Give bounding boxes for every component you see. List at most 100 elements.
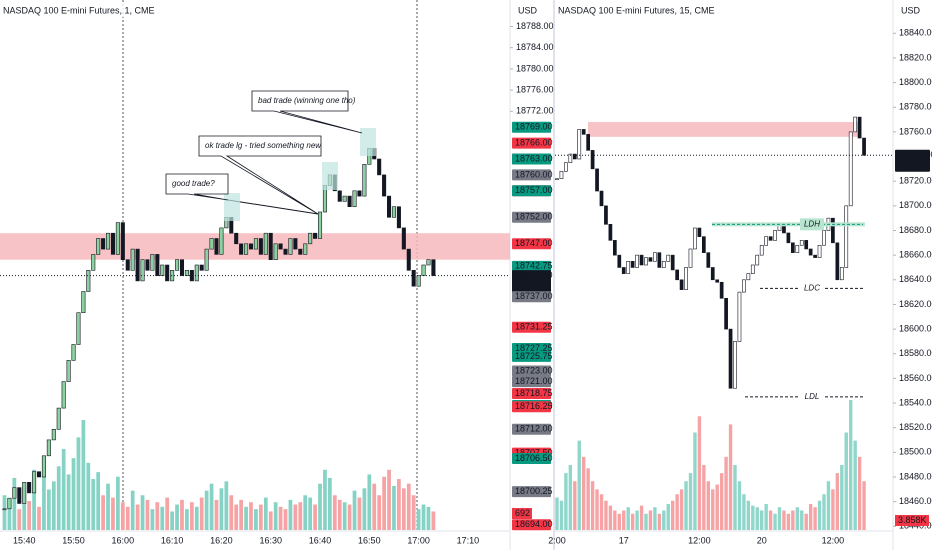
price-tag-label: 18760.00 [515, 169, 553, 179]
volume-bar [777, 507, 782, 530]
y-tick-label: 18780.00 [516, 63, 554, 73]
candle [608, 224, 613, 241]
candle [617, 254, 622, 268]
price-tag-label: 18718.75 [515, 388, 553, 398]
candle [387, 195, 392, 218]
candle [273, 243, 278, 261]
y-tick-label: 18640.00 [899, 274, 932, 284]
volume-bar [249, 502, 253, 530]
y-tick-label: 18800.00 [899, 77, 932, 87]
volume-bar [101, 495, 105, 530]
volume-bar [555, 497, 559, 530]
price-tag-label: 18737.00 [515, 291, 553, 301]
x-tick-label: 15:50 [62, 535, 85, 545]
price-tag-label: 18694.00 [515, 519, 553, 529]
volume-bar [421, 504, 426, 530]
price-tag [512, 452, 551, 464]
y-tick-label: 18720.00 [899, 176, 932, 186]
volume-bar [760, 510, 764, 530]
candle [746, 273, 751, 281]
candle [786, 232, 791, 244]
x-tick-label: 15:40 [13, 535, 36, 545]
price-tag [512, 350, 551, 362]
candle [106, 232, 111, 250]
volume-bar [268, 511, 273, 530]
price-tag [512, 211, 551, 223]
volume-bar [599, 494, 604, 530]
volume-bar [617, 513, 621, 530]
price-tag [512, 388, 551, 400]
y-tick-label: 18700.00 [899, 200, 932, 210]
candle [581, 129, 586, 135]
candle [653, 252, 657, 262]
candle [382, 174, 387, 197]
volume-bar [387, 469, 391, 530]
candle [572, 153, 577, 160]
volume-bar [37, 506, 41, 530]
volume-bar [214, 499, 219, 530]
candle [568, 153, 573, 163]
volume-bar [244, 506, 248, 530]
candle [86, 269, 91, 292]
candle [595, 168, 599, 192]
x-tick-label: 17:00 [407, 535, 430, 545]
arrow [227, 199, 319, 215]
candle [639, 254, 644, 266]
volume-bar [71, 458, 76, 530]
candle [648, 257, 653, 262]
candle [848, 131, 853, 207]
candle [298, 248, 303, 255]
volume-bar [61, 448, 66, 530]
candle [750, 264, 755, 274]
volume-bar [662, 510, 666, 530]
candle [396, 206, 401, 229]
price-tag [512, 153, 551, 165]
volume-bar [715, 484, 719, 530]
candle [66, 360, 71, 382]
volume-bar [706, 481, 710, 530]
candle [179, 259, 185, 276]
candle [657, 252, 662, 268]
candle [22, 481, 27, 504]
volume-bar [401, 488, 406, 530]
volume-bar [622, 510, 626, 530]
candle [724, 297, 728, 330]
candle [426, 259, 431, 266]
volume-bar [568, 465, 573, 530]
volume-bar [352, 490, 357, 530]
level-label-bg [800, 390, 824, 403]
volume-bar [849, 400, 853, 530]
candle [406, 248, 411, 271]
price-tag [512, 376, 551, 388]
volume-bar [711, 489, 715, 530]
volume-bar [140, 495, 145, 530]
volume-bar [657, 513, 662, 530]
volume-bar [411, 495, 416, 530]
level-label: LDL [805, 392, 820, 401]
price-tag [512, 401, 551, 413]
volume-bar [853, 440, 857, 530]
candle [41, 455, 46, 478]
volume-bar [564, 473, 568, 530]
candle [831, 217, 835, 244]
candle [621, 267, 626, 274]
volume-bar [46, 489, 51, 530]
y-tick-label: 18788.00 [516, 21, 554, 31]
candle [239, 243, 244, 255]
volume-bar [175, 504, 179, 530]
candle [32, 471, 37, 494]
candle [421, 264, 426, 276]
candle [755, 254, 760, 266]
price-tag [512, 260, 551, 272]
price-tag-label: 18721.00 [515, 376, 553, 386]
candle [76, 312, 81, 345]
candle [125, 259, 130, 271]
price-tag-label: 18731.25 [515, 322, 553, 332]
volume-bar [630, 513, 635, 530]
volume-bar [130, 490, 135, 530]
candle [199, 264, 204, 271]
candle [728, 328, 733, 389]
volume-bar [644, 513, 648, 530]
